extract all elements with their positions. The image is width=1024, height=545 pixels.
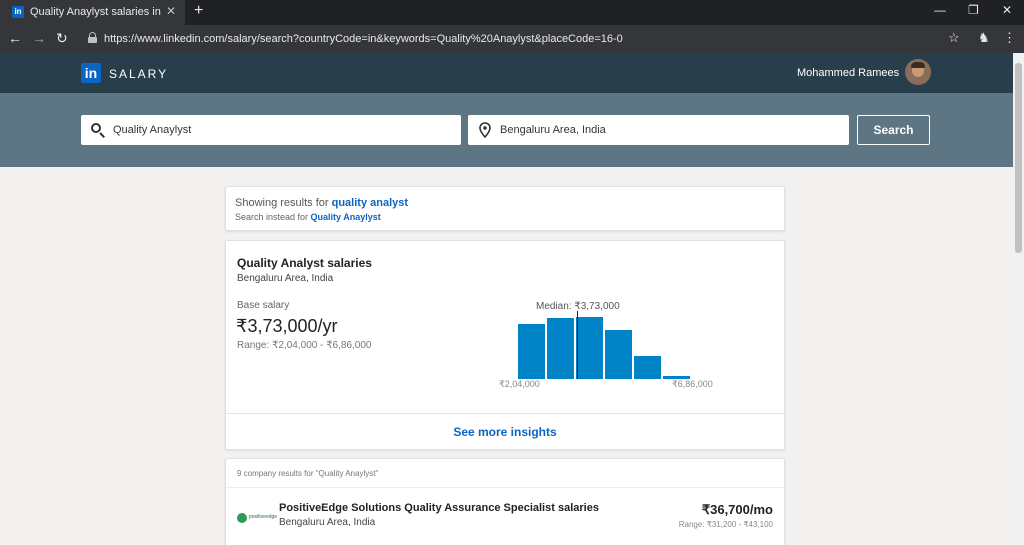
median-marker — [577, 311, 578, 379]
salary-location: Bengaluru Area, India — [237, 273, 334, 284]
back-icon[interactable]: ← — [8, 30, 22, 46]
product-name[interactable]: SALARY — [109, 67, 169, 81]
keyword-field[interactable]: Quality Anaylyst — [81, 115, 461, 145]
min-tick-label: ₹2,04,000 — [499, 379, 540, 389]
linkedin-header: in SALARY Mohammed Ramees — [0, 53, 1024, 93]
salary-histogram: Median: ₹3,73,000 ₹2,04,000 ₹6,86,000 — [496, 296, 726, 391]
restore-icon[interactable]: ❐ — [968, 3, 979, 17]
histogram-bar — [663, 376, 690, 379]
menu-icon[interactable]: ⋮ — [1003, 30, 1016, 45]
lock-icon — [88, 32, 97, 43]
bookmark-star-icon[interactable]: ☆ — [948, 30, 960, 45]
forward-icon[interactable]: → — [32, 30, 46, 46]
base-salary-amount: ₹3,73,000/yr — [236, 316, 338, 336]
new-tab-button[interactable]: + — [194, 2, 204, 19]
salary-title: Quality Analyst salaries — [237, 256, 372, 270]
median-label: Median: ₹3,73,000 — [536, 301, 620, 312]
histogram-bar — [605, 330, 632, 379]
close-window-icon[interactable]: ✕ — [1002, 3, 1013, 17]
minimize-icon[interactable]: — — [934, 3, 946, 17]
corrected-term-link[interactable]: quality analyst — [331, 197, 409, 209]
user-name[interactable]: Mohammed Ramees — [797, 67, 900, 79]
search-band: Quality Anaylyst Bengaluru Area, India S… — [0, 93, 1024, 167]
histogram-bar — [547, 318, 574, 379]
company-results-header: 9 company results for "Quality Anaylyst" — [237, 469, 379, 478]
salary-summary-card: Quality Analyst salaries Bengaluru Area,… — [225, 240, 785, 450]
spelling-correction-card: Showing results for quality analyst Sear… — [225, 186, 785, 231]
original-term-link[interactable]: Quality Anaylyst — [310, 212, 381, 222]
company-result-amount: ₹36,700/mo — [701, 502, 773, 517]
see-more-insights-link[interactable]: See more insights — [453, 425, 557, 439]
location-value: Bengaluru Area, India — [500, 124, 606, 136]
url-field[interactable]: https://www.linkedin.com/salary/search?c… — [80, 28, 960, 50]
reload-icon[interactable]: ↻ — [56, 30, 68, 46]
salary-range: Range: ₹2,04,000 - ₹6,86,000 — [237, 340, 372, 351]
base-salary-label: Base salary — [237, 300, 290, 311]
url-text: https://www.linkedin.com/salary/search?c… — [104, 33, 623, 45]
search-icon — [91, 123, 105, 138]
scrollbar[interactable] — [1013, 53, 1024, 545]
keyword-value: Quality Anaylyst — [113, 124, 192, 136]
histogram-bar — [634, 356, 661, 379]
histogram-bar — [518, 324, 545, 379]
browser-tab-bar: in Quality Anaylyst salaries in Bengalur… — [0, 0, 1024, 25]
divider — [226, 413, 784, 414]
linkedin-logo-icon[interactable]: in — [81, 63, 101, 83]
histogram-bar — [576, 317, 603, 379]
location-pin-icon — [479, 122, 491, 138]
company-results-card: 9 company results for "Quality Anaylyst"… — [225, 458, 785, 545]
avatar[interactable] — [905, 59, 931, 85]
company-result-title[interactable]: PositiveEdge Solutions Quality Assurance… — [279, 502, 599, 514]
company-result-range: Range: ₹31,200 - ₹43,100 — [678, 520, 773, 529]
linkedin-favicon-icon: in — [12, 6, 24, 18]
search-instead-text: Search instead for Quality Anaylyst — [235, 212, 381, 222]
address-bar: ← → ↻ https://www.linkedin.com/salary/se… — [0, 25, 1024, 53]
max-tick-label: ₹6,86,000 — [672, 379, 713, 389]
company-result-location: Bengaluru Area, India — [279, 517, 376, 528]
location-field[interactable]: Bengaluru Area, India — [468, 115, 849, 145]
scrollbar-thumb[interactable] — [1015, 63, 1022, 253]
tab-close-icon[interactable]: ✕ — [166, 4, 177, 18]
company-logo-icon: positiveedge — [237, 511, 277, 525]
showing-results-text: Showing results for quality analyst — [235, 197, 409, 209]
tab-title: Quality Anaylyst salaries in Bengaluru — [30, 6, 162, 18]
search-button[interactable]: Search — [857, 115, 930, 145]
incognito-icon[interactable]: ♞ — [978, 30, 990, 45]
divider — [226, 487, 784, 488]
browser-tab[interactable]: in Quality Anaylyst salaries in Bengalur… — [0, 0, 185, 25]
